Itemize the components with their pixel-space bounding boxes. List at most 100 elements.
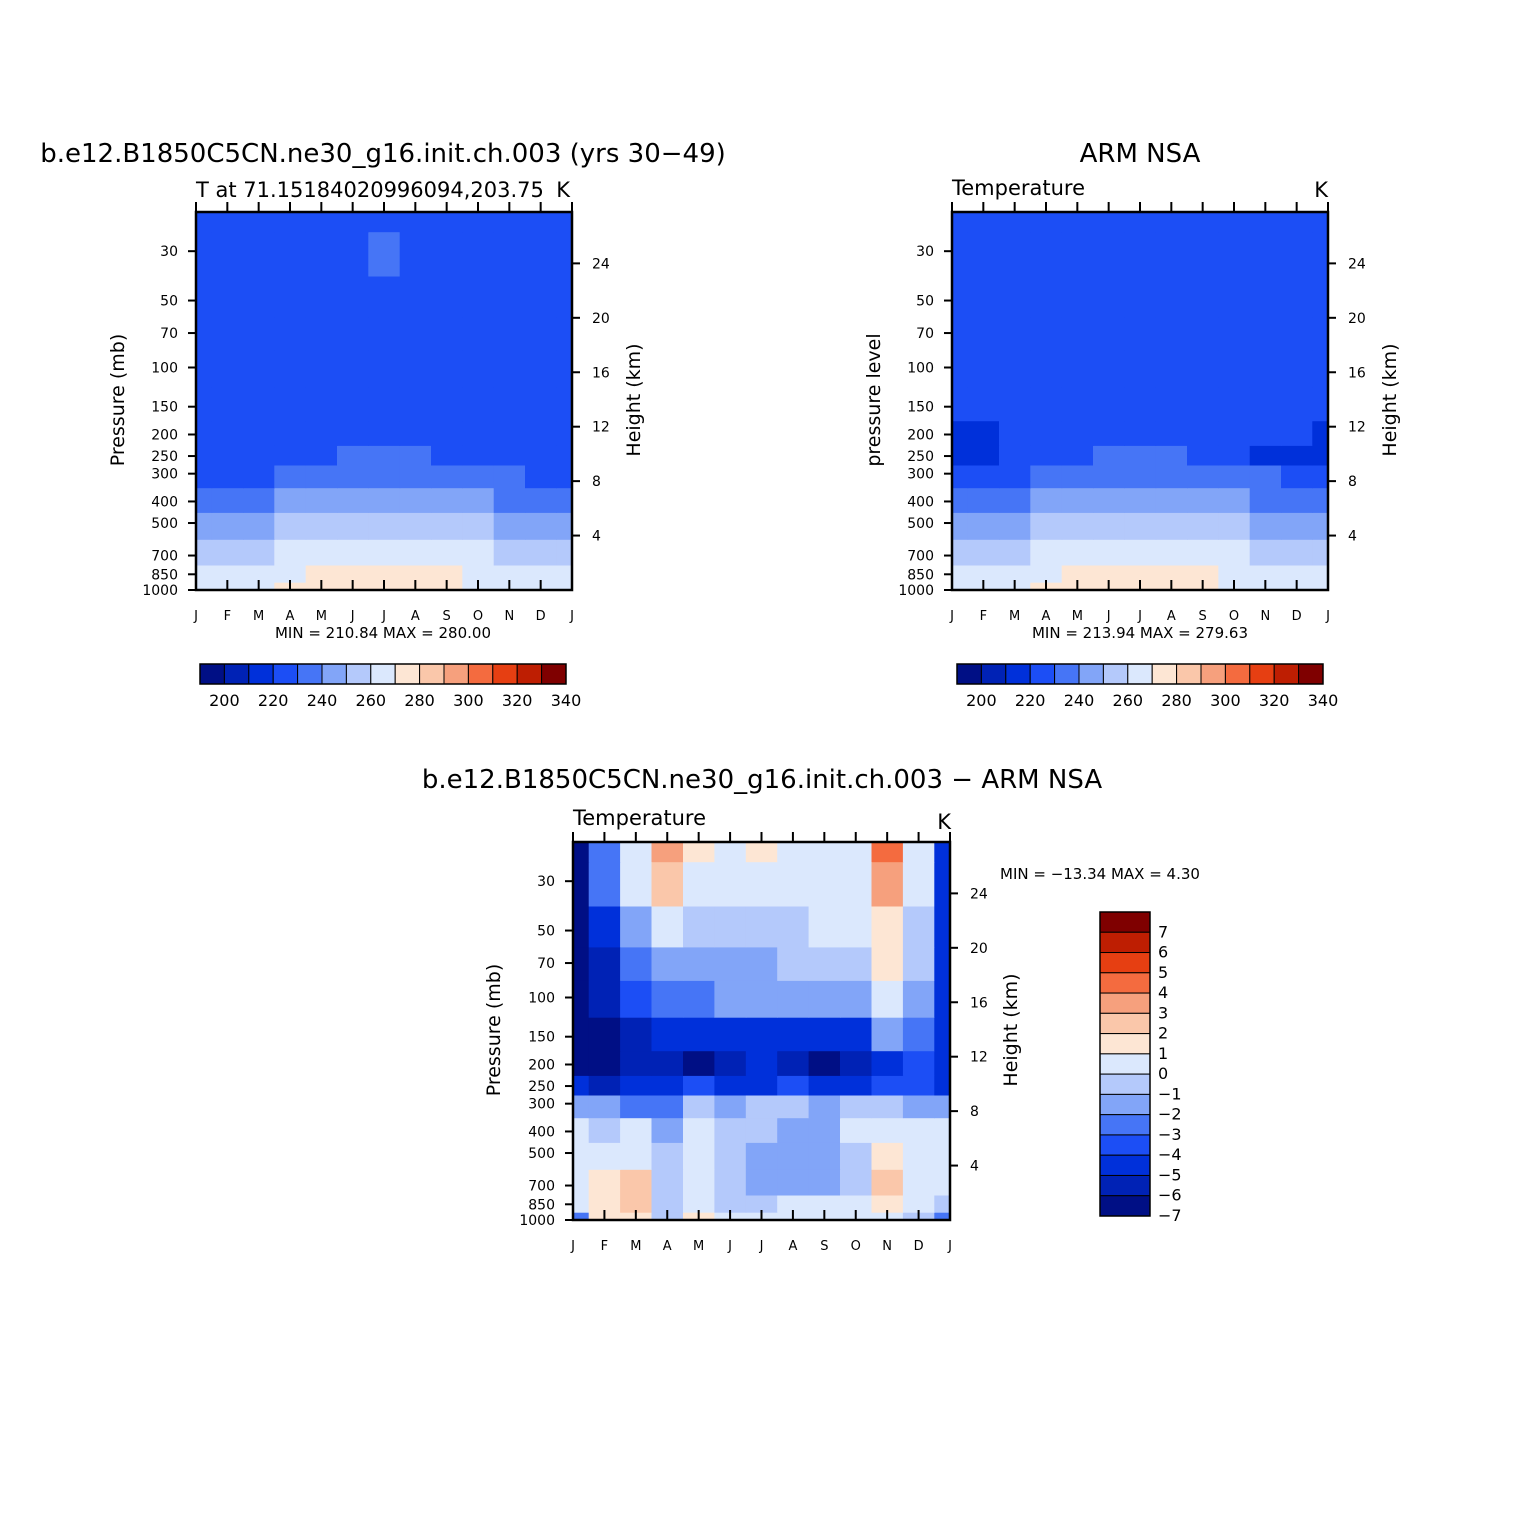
contour-cell bbox=[337, 420, 369, 446]
x-tick-label: J bbox=[193, 609, 198, 624]
contour-cell bbox=[556, 212, 572, 233]
x-tick-label: J bbox=[759, 1239, 764, 1254]
panel-subtitle-right: K bbox=[1314, 178, 1329, 202]
colorbar-swatch bbox=[467, 663, 494, 685]
contour-cell bbox=[999, 420, 1031, 446]
contour-cell bbox=[745, 946, 778, 981]
contour-cell bbox=[1249, 564, 1282, 583]
contour-cell bbox=[493, 487, 526, 513]
x-tick-label: M bbox=[630, 1239, 641, 1254]
contour-cell bbox=[620, 1075, 653, 1096]
contour-cell bbox=[651, 1194, 684, 1213]
contour-cell bbox=[211, 275, 244, 318]
contour-cell bbox=[462, 231, 495, 277]
contour-cell bbox=[777, 946, 810, 981]
contour-cell bbox=[714, 1075, 747, 1096]
contour-cell bbox=[1124, 212, 1157, 233]
y-tick-label: 50 bbox=[916, 294, 934, 310]
contour-cell bbox=[1030, 231, 1063, 277]
y-tick-label: 50 bbox=[537, 924, 555, 940]
contour-cell bbox=[556, 464, 572, 489]
contour-cell bbox=[1281, 539, 1313, 566]
contour-cell bbox=[1155, 387, 1188, 422]
contour-cell bbox=[840, 1117, 872, 1143]
colorbar-swatch bbox=[980, 663, 1007, 685]
contour-cell bbox=[305, 512, 338, 540]
x-tick-label: M bbox=[253, 609, 264, 624]
contour-cell bbox=[808, 1075, 841, 1096]
contour-cell bbox=[196, 420, 213, 446]
contour-cell bbox=[1249, 316, 1282, 351]
contour-cell bbox=[952, 420, 969, 446]
contour-cell bbox=[211, 212, 244, 233]
min-max-label: MIN = 213.94 MAX = 279.63 bbox=[1032, 624, 1248, 642]
panel-subtitle-right: K bbox=[937, 810, 952, 834]
x-tick-label: J bbox=[381, 609, 386, 624]
y-tick-label: 500 bbox=[528, 1146, 555, 1162]
contour-cell bbox=[683, 1050, 715, 1076]
contour-cell bbox=[274, 387, 307, 422]
contour-cell bbox=[1124, 539, 1157, 566]
contour-cell bbox=[337, 445, 369, 466]
contour-cell bbox=[573, 1094, 590, 1119]
colorbar-swatch bbox=[272, 663, 299, 685]
y-tick-label: 150 bbox=[907, 400, 934, 416]
contour-cell bbox=[967, 420, 1000, 446]
x-tick-label: F bbox=[601, 1239, 608, 1254]
x-tick-label: O bbox=[851, 1239, 861, 1254]
contour-cell bbox=[902, 1194, 935, 1213]
contour-cell bbox=[745, 1050, 778, 1076]
contour-cell bbox=[588, 1094, 621, 1119]
contour-cell bbox=[556, 350, 572, 388]
y-tick-label: 300 bbox=[907, 467, 934, 483]
contour-cell bbox=[808, 1142, 841, 1170]
contour-cell bbox=[1093, 231, 1125, 277]
contour-cell bbox=[211, 445, 244, 466]
contour-cell bbox=[1124, 487, 1157, 513]
contour-cell bbox=[1155, 420, 1188, 446]
contour-cell bbox=[683, 1117, 715, 1143]
contour-cell bbox=[1124, 420, 1157, 446]
contour-cell bbox=[196, 387, 213, 422]
contour-cell bbox=[368, 564, 401, 583]
contour-cell bbox=[588, 980, 621, 1018]
contour-cell bbox=[902, 980, 935, 1018]
contour-cell bbox=[952, 350, 969, 388]
contour-cell bbox=[1124, 564, 1157, 583]
contour-cell bbox=[211, 539, 244, 566]
contour-cell bbox=[1281, 487, 1313, 513]
colorbar-swatch bbox=[1099, 952, 1151, 974]
contour-cell bbox=[1249, 212, 1282, 233]
panel-title: ARM NSA bbox=[1080, 139, 1201, 169]
contour-cell bbox=[243, 445, 275, 466]
contour-cell bbox=[871, 861, 904, 907]
contour-cell bbox=[1281, 464, 1313, 489]
y-right-tick-label: 20 bbox=[1348, 311, 1366, 327]
contour-cell bbox=[305, 487, 338, 513]
contour-cell bbox=[808, 980, 841, 1018]
contour-cell bbox=[274, 539, 307, 566]
contour-cell bbox=[196, 512, 213, 540]
y-tick-label: 400 bbox=[151, 494, 178, 510]
contour-cell bbox=[1093, 387, 1125, 422]
y-right-tick-label: 24 bbox=[592, 256, 610, 272]
contour-cell bbox=[196, 350, 213, 388]
contour-cell bbox=[934, 1169, 950, 1196]
contour-cell bbox=[871, 1017, 904, 1052]
colorbar-label: 200 bbox=[966, 691, 997, 710]
colorbar-swatch bbox=[297, 663, 323, 685]
colorbar-swatch bbox=[345, 663, 372, 685]
contour-cell bbox=[1030, 539, 1063, 566]
x-tick-label: S bbox=[1199, 609, 1207, 624]
y-right-tick-label: 4 bbox=[970, 1159, 979, 1175]
contour-cell bbox=[952, 275, 969, 318]
colorbar-label: 260 bbox=[356, 691, 387, 710]
colorbar-swatch bbox=[1099, 1053, 1151, 1075]
x-tick-label: J bbox=[949, 609, 954, 624]
contour-cell bbox=[1187, 316, 1219, 351]
panel-subtitle-right: K bbox=[556, 178, 571, 202]
contour-cell bbox=[1093, 420, 1125, 446]
contour-cell bbox=[431, 212, 463, 233]
contour-cell bbox=[588, 1194, 621, 1213]
y-tick-label: 300 bbox=[528, 1097, 555, 1113]
